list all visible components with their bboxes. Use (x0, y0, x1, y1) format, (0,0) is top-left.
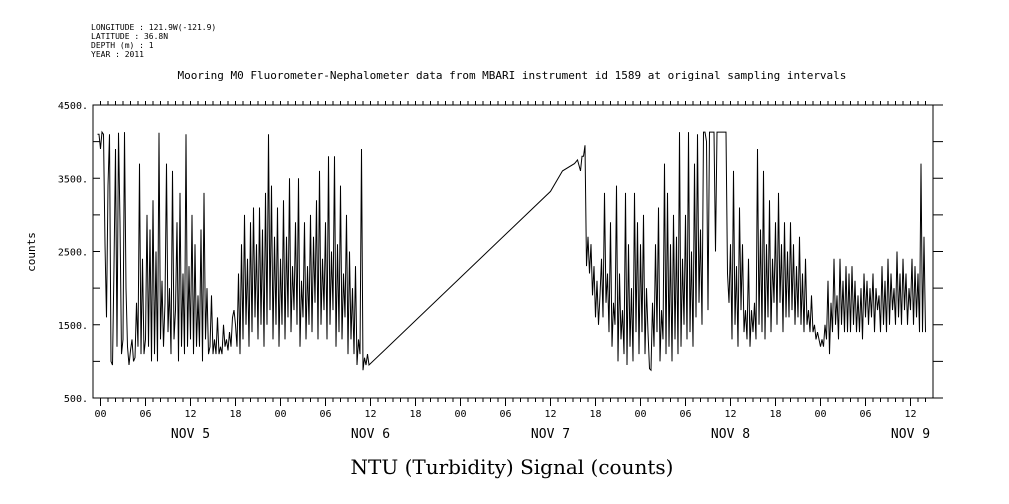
y-tick-label: 3500. (58, 174, 88, 185)
y-axis-label: counts (25, 232, 38, 272)
x-day-label: NOV 8 (711, 427, 750, 442)
x-tick-label: 12 (184, 409, 196, 420)
x-tick-label: 12 (904, 409, 916, 420)
y-tick-label: 2500. (58, 248, 88, 259)
longitude-label: LONGITUDE : 121.9W(-121.9) (91, 23, 216, 32)
x-tick-label: 00 (94, 409, 106, 420)
depth-label: DEPTH (m) : 1 (91, 41, 154, 50)
plot-axes: 500. 1500. 2500. 3500. 4500. 00 06 12 18 00 06 12 18… (58, 101, 943, 442)
x-tick-label: 00 (814, 409, 826, 420)
x-tick-label: 18 (229, 409, 241, 420)
x-tick-label: 00 (634, 409, 646, 420)
chart-title: Mooring M0 Fluorometer-Nephalometer data… (178, 69, 847, 82)
x-tick-label: 06 (319, 409, 331, 420)
x-tick-label: 18 (409, 409, 421, 420)
y-tick-label: 500. (64, 394, 88, 405)
latitude-label: LATITUDE : 36.8N (91, 32, 168, 41)
x-tick-label: 00 (274, 409, 286, 420)
x-tick-label: 18 (769, 409, 781, 420)
y-tick-label: 4500. (58, 101, 88, 112)
y-tick-label: 1500. (58, 321, 88, 332)
chart-caption: NTU (Turbidity) Signal (counts) (351, 455, 674, 479)
x-day-label: NOV 9 (891, 427, 930, 442)
x-tick-label: 18 (589, 409, 601, 420)
x-tick-label: 12 (724, 409, 736, 420)
x-tick-label: 06 (679, 409, 691, 420)
x-tick-label: 06 (499, 409, 511, 420)
x-day-label: NOV 7 (531, 427, 570, 442)
x-tick-label: 00 (454, 409, 466, 420)
x-tick-label: 06 (139, 409, 151, 420)
x-tick-label: 06 (859, 409, 871, 420)
data-series (97, 130, 926, 372)
x-day-label: NOV 6 (351, 427, 390, 442)
year-label: YEAR : 2011 (91, 50, 144, 59)
data-line (97, 130, 926, 372)
x-tick-label: 12 (364, 409, 376, 420)
x-tick-label: 12 (544, 409, 556, 420)
x-day-label: NOV 5 (171, 427, 210, 442)
